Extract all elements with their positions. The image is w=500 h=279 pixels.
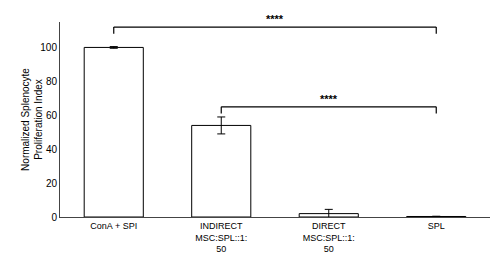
svg-text:****: **** [320, 93, 338, 105]
svg-text:0: 0 [51, 212, 57, 223]
svg-text:SPL: SPL [428, 221, 445, 231]
svg-text:40: 40 [46, 144, 58, 155]
svg-text:DIRECTMSC:SPL::1:50: DIRECTMSC:SPL::1:50 [303, 221, 355, 254]
svg-text:100: 100 [40, 42, 57, 53]
svg-text:Normalized SplenocyteProlifera: Normalized SplenocyteProliferation Index [20, 68, 44, 171]
svg-text:ConA + SPI: ConA + SPI [90, 221, 137, 231]
svg-text:****: **** [266, 13, 284, 25]
svg-text:80: 80 [46, 76, 58, 87]
svg-text:20: 20 [46, 178, 58, 189]
svg-text:60: 60 [46, 110, 58, 121]
svg-text:INDIRECTMSC:SPL::1:50: INDIRECTMSC:SPL::1:50 [195, 221, 247, 254]
